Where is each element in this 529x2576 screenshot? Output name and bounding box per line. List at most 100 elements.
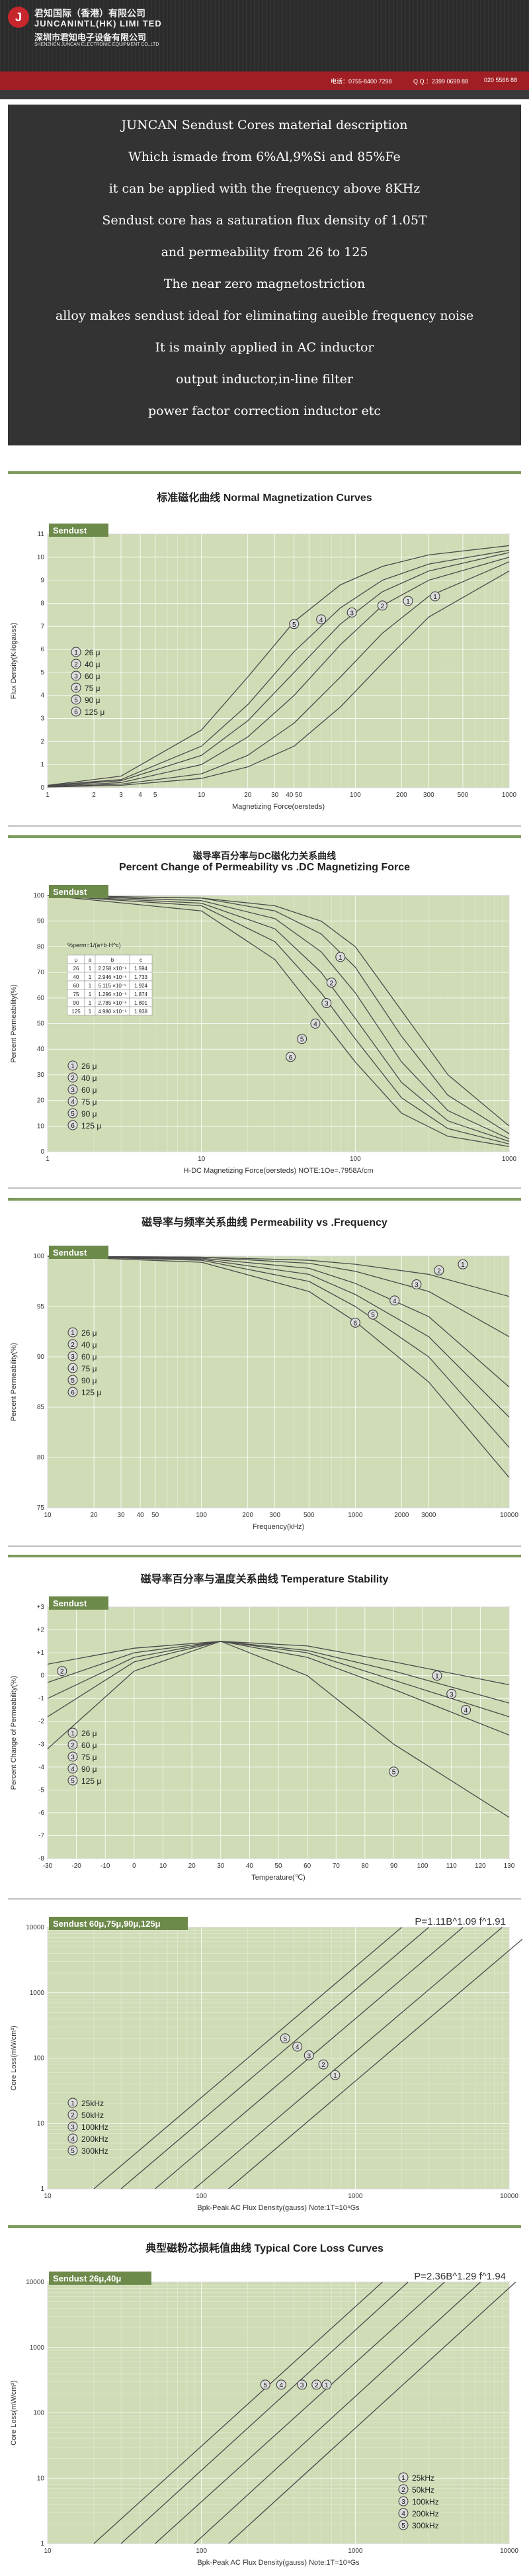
series-line-60μ	[47, 895, 510, 1140]
legend-entry: 75 μ	[81, 1097, 97, 1107]
series-marker	[280, 2033, 290, 2044]
series-marker	[318, 2059, 329, 2070]
table-cell-text: b	[111, 957, 114, 963]
series-line-125μ	[47, 1641, 510, 1818]
series-marker	[260, 2379, 270, 2390]
legend-marker-label: 1	[401, 2475, 405, 2482]
y-tick-label: 0	[40, 1673, 44, 1680]
legend-marker	[67, 1327, 78, 1338]
series-tag-label: Sendust	[53, 1598, 87, 1608]
y-tick-label: 7	[40, 623, 44, 630]
legend-marker-label: 3	[71, 1087, 75, 1094]
legend-entry: 75 μ	[81, 1364, 97, 1373]
legend-marker-label: 5	[401, 2522, 405, 2530]
table-cell-text: μ	[75, 957, 78, 963]
x-tick-label: 100	[196, 2193, 207, 2200]
x-tick-label: 110	[446, 1863, 457, 1870]
legend-marker	[67, 2109, 78, 2120]
legend-marker-label: 2	[71, 1342, 75, 1349]
legend-entry: 26 μ	[81, 1328, 97, 1338]
series-marker-label: 2	[321, 2062, 325, 2069]
series-marker	[389, 1295, 400, 1306]
series-line-90μ	[47, 549, 510, 786]
series-marker-label: 4	[280, 2382, 284, 2389]
series-tag	[49, 1246, 108, 1259]
series-tag-label: Sendust 26μ,40μ	[53, 2274, 121, 2283]
section-separator	[8, 1555, 521, 1557]
chart-magnetization: 1 2 3 4 5 10 20 30 40 50 100 200 300 500 100001234567…	[10, 524, 517, 811]
x-tick-label: 40	[246, 1863, 254, 1870]
chart-title-dc: Percent Change of Permeability vs .DC Ma…	[118, 862, 411, 873]
legend-marker	[398, 2472, 409, 2483]
x-tick-label: 70	[333, 1863, 341, 1870]
x-tick-label: 10	[44, 2548, 52, 2555]
series-marker	[276, 2379, 286, 2390]
legend-entry: 50kHz	[81, 2111, 104, 2120]
y-tick-label: 80	[37, 943, 45, 950]
x-tick-label: 100	[417, 1863, 428, 1870]
table-cell-text: 1.296 ×10⁻⁵	[98, 991, 126, 997]
series-tag	[49, 524, 108, 537]
series-line-200kHz	[120, 2281, 409, 2544]
legend-marker-label: 1	[71, 1730, 75, 1737]
series-line-100kHz	[155, 2281, 445, 2544]
series-marker-label: 2	[60, 1669, 64, 1676]
legend-entry: 60 μ	[81, 1085, 97, 1095]
y-axis-label: Percent Permeability(%)	[10, 1343, 18, 1422]
x-tick-label: 1000	[348, 1512, 363, 1519]
legend-marker	[67, 1072, 78, 1083]
series-marker-label: 1	[461, 1262, 465, 1269]
legend-marker	[67, 1739, 78, 1750]
table-cell-text: 40	[73, 974, 79, 980]
legend-entry: 125 μ	[81, 1121, 101, 1130]
legend-entry: 25kHz	[412, 2473, 434, 2483]
section-separator	[8, 835, 521, 838]
x-tick-label: 1000	[348, 2548, 363, 2555]
legend-marker-label: 1	[71, 2100, 75, 2107]
legend-marker	[67, 1363, 78, 1373]
series-line-26μ	[47, 571, 510, 788]
legend-marker	[67, 1751, 78, 1762]
series-marker	[389, 1767, 399, 1777]
series-marker-label: 3	[350, 610, 354, 617]
series-marker	[297, 2379, 307, 2390]
series-tag	[49, 885, 108, 898]
series-marker	[326, 978, 337, 988]
series-marker-label: 3	[300, 2382, 304, 2389]
y-tick-label: 90	[37, 918, 45, 925]
x-tick-label: 500	[458, 792, 469, 799]
y-tick-label: 5	[40, 669, 44, 676]
section-separator	[8, 1898, 521, 1900]
legend-marker	[67, 1084, 78, 1095]
contact-tel: 电话：0755-8400 7298	[331, 78, 392, 85]
legend-marker-label: 4	[71, 1766, 75, 1773]
chart-title-frequency: 磁导率与频率关系曲线 Permeability vs .Frequency	[142, 1217, 387, 1228]
series-marker	[434, 1265, 444, 1275]
series-marker	[368, 1309, 378, 1320]
table-cell-text: 90	[73, 1000, 79, 1006]
series-marker-label: 3	[325, 1001, 329, 1008]
x-tick-label: 0	[132, 1863, 136, 1870]
x-tick-label: 80	[361, 1863, 369, 1870]
y-tick-label: +1	[37, 1649, 45, 1657]
legend-entry: 26 μ	[81, 1062, 97, 1071]
x-tick-label: 20	[244, 792, 252, 799]
series-tag	[49, 2272, 151, 2285]
section-separator	[8, 825, 521, 827]
x-tick-label: 100	[350, 1156, 361, 1163]
series-marker-label: 1	[325, 2382, 329, 2389]
legend-entry: 300kHz	[412, 2521, 439, 2530]
series-marker-label: 1	[339, 954, 343, 962]
y-tick-label: 75	[37, 1504, 45, 1512]
legend-marker-label: 4	[71, 2136, 75, 2143]
x-tick-label: -30	[43, 1863, 53, 1870]
series-marker	[316, 614, 327, 625]
y-tick-label: 100	[33, 2055, 44, 2062]
chart-title-core-loss: 典型磁粉芯损耗值曲线 Typical Core Loss Curves	[145, 2243, 384, 2254]
y-tick-label: 1000	[30, 1990, 45, 1997]
series-marker	[403, 596, 413, 606]
table-cell-text: 1.924	[134, 983, 148, 989]
series-marker	[346, 607, 357, 618]
legend-marker	[67, 2121, 78, 2132]
